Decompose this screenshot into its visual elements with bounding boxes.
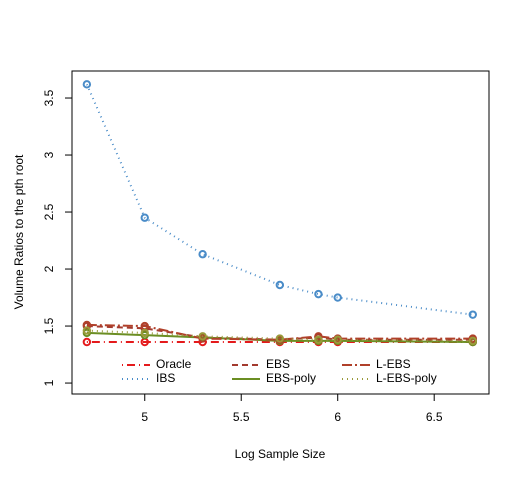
point: [82, 80, 92, 89]
x-tick-label: 6: [334, 410, 341, 424]
point: [140, 328, 149, 338]
x-tick-label: 6.5: [426, 410, 443, 424]
y-tick-label: 3: [42, 151, 56, 158]
point: [275, 334, 285, 343]
series-line: [85, 83, 473, 316]
point: [314, 332, 323, 341]
y-tick-label: 2: [42, 265, 56, 272]
point: [468, 310, 477, 319]
y-tick-label: 2.5: [42, 203, 56, 220]
point: [314, 289, 323, 299]
point: [314, 335, 323, 344]
plot-box: [71, 70, 490, 395]
x-tick-label: 5.5: [233, 410, 250, 424]
point: [275, 280, 285, 290]
x-axis-label: Log Sample Size: [235, 447, 326, 461]
legend-label: L-EBS: [376, 357, 411, 371]
y-tick-label: 1: [42, 379, 56, 386]
x-tick-label: 5: [141, 410, 148, 424]
series-line: [86, 323, 473, 341]
y-axis-label: Volume Ratios to the pth root: [12, 154, 26, 309]
point: [198, 250, 207, 259]
legend-label: IBS: [156, 371, 175, 385]
point: [333, 335, 342, 344]
point: [82, 326, 92, 335]
y-tick-label: 3.5: [42, 89, 56, 106]
legend-label: EBS: [266, 357, 290, 371]
point: [198, 332, 207, 341]
point: [333, 293, 342, 302]
point: [82, 337, 92, 347]
y-tick-label: 1.5: [42, 317, 56, 334]
point: [140, 213, 149, 222]
legend-label: Oracle: [156, 357, 192, 371]
legend-label: L-EBS-poly: [376, 371, 437, 385]
legend-label: EBS-poly: [266, 371, 316, 385]
point: [468, 336, 477, 346]
